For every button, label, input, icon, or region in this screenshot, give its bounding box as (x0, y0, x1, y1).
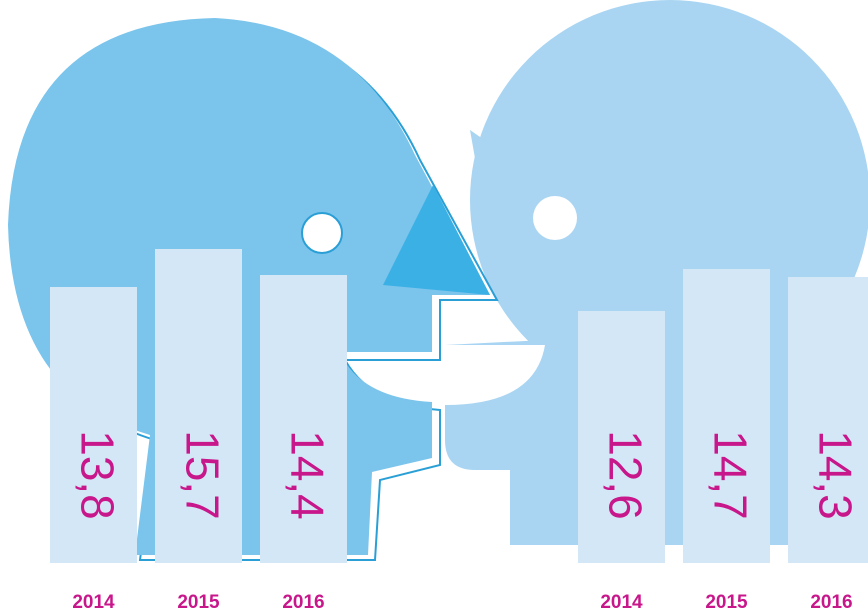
x-tick-label: 2015 (177, 592, 220, 613)
bar (50, 287, 137, 563)
chart: 13,8 2014 15,7 2015 14,4 2016 12,6 2014 14,7 2015… (0, 0, 868, 616)
value-label: 14,7 (704, 430, 756, 520)
bar (788, 277, 868, 563)
value-label: 14,3 (809, 430, 861, 520)
x-tick-label: 2014 (600, 592, 643, 613)
x-tick-label: 2014 (72, 592, 115, 613)
x-tick-label: 2016 (810, 592, 852, 613)
value-label: 14,4 (281, 430, 333, 520)
bar (260, 275, 347, 563)
x-tick-label: 2016 (282, 592, 324, 613)
value-label: 12,6 (599, 430, 651, 520)
x-tick-label: 2015 (705, 592, 748, 613)
value-label: 15,7 (176, 430, 228, 520)
value-label: 13,8 (71, 430, 123, 520)
